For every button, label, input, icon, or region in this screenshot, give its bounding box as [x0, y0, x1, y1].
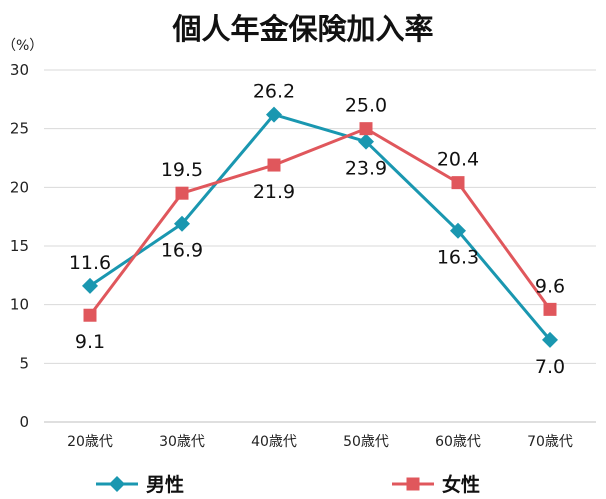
- gridlines: [44, 69, 596, 364]
- data-point: [174, 215, 190, 232]
- series-1: [82, 106, 558, 348]
- data-point: [359, 122, 373, 136]
- data-label: 9.1: [75, 331, 105, 353]
- legend-marker: [406, 477, 420, 491]
- y-tick-label: 15: [10, 237, 29, 255]
- legend-item-2: 女性: [392, 473, 480, 496]
- x-tick-label: 40歳代: [251, 434, 297, 450]
- y-tick-label: 10: [10, 296, 29, 314]
- data-point: [543, 302, 557, 316]
- data-point: [450, 222, 466, 239]
- x-tick-label: 70歳代: [527, 434, 573, 450]
- y-unit-label: （%）: [2, 38, 43, 54]
- data-point: [83, 308, 97, 322]
- data-label: 23.9: [345, 158, 387, 180]
- legend-label: 男性: [146, 473, 184, 496]
- x-tick-label: 30歳代: [159, 434, 205, 450]
- data-label: 20.4: [437, 149, 479, 171]
- data-label: 21.9: [253, 181, 295, 203]
- legend-label: 女性: [442, 473, 480, 496]
- y-tick-label: 0: [19, 413, 29, 431]
- y-tick-label: 5: [19, 354, 29, 372]
- data-point: [82, 277, 98, 294]
- y-tick-label: 25: [10, 120, 29, 138]
- data-label: 11.6: [69, 252, 111, 274]
- series-line: [88, 127, 552, 317]
- data-point: [358, 133, 374, 150]
- series-2: [83, 122, 557, 322]
- axes: 0 5 10 15 20 25 30 20歳代 30歳代 40歳代 50歳代 60歳代 70歳代: [10, 61, 596, 450]
- data-labels: 11.6 16.9 26.2 23.9 16.3 7.0 9.1 19.5 21.9 25.0 20…: [69, 81, 565, 378]
- x-tick-label: 50歳代: [343, 434, 389, 450]
- y-tick-label: 30: [10, 61, 29, 79]
- data-point: [542, 331, 558, 348]
- data-point: [175, 186, 189, 200]
- data-label: 9.6: [535, 275, 565, 297]
- series-lines: [82, 106, 558, 348]
- data-label: 25.0: [345, 95, 387, 117]
- data-label: 26.2: [253, 81, 295, 103]
- data-label: 16.9: [161, 240, 203, 262]
- x-tick-label: 60歳代: [435, 434, 481, 450]
- data-point: [266, 106, 282, 123]
- x-tick-label: 20歳代: [67, 434, 113, 450]
- data-label: 16.3: [437, 247, 479, 269]
- series-line: [89, 112, 552, 341]
- legend-item-1: 男性: [96, 473, 184, 496]
- legend-marker: [109, 476, 125, 492]
- legend: 男性 女性: [96, 473, 480, 496]
- data-label: 7.0: [535, 356, 565, 378]
- data-label: 19.5: [161, 159, 203, 181]
- y-tick-label: 20: [10, 178, 29, 196]
- data-point: [451, 176, 465, 190]
- chart-title: 個人年金保険加入率: [171, 12, 433, 46]
- data-point: [267, 158, 281, 172]
